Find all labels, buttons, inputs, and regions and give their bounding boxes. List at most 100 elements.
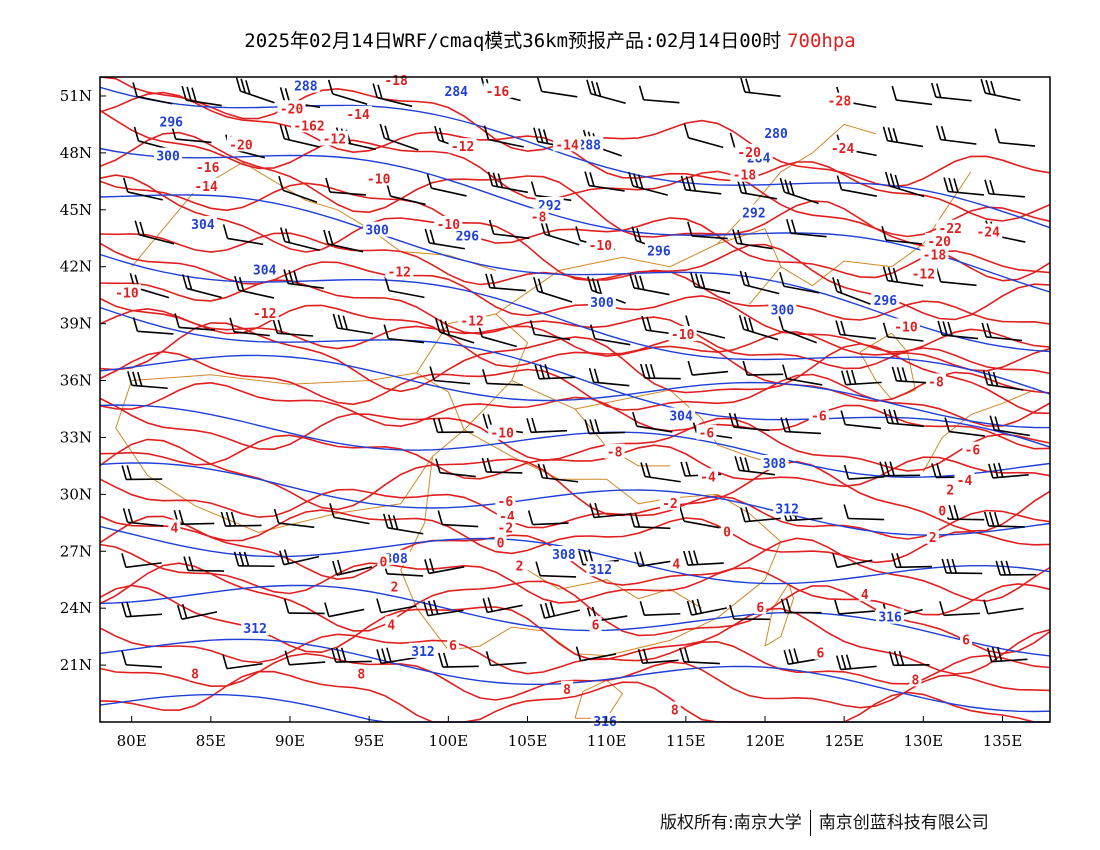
wind-barb bbox=[786, 218, 827, 238]
geopotential-line bbox=[99, 462, 1051, 536]
x-tick-label: 120E bbox=[745, 732, 785, 750]
wind-barb bbox=[534, 364, 576, 380]
geopotential-label: 312 bbox=[589, 563, 612, 578]
geopotential-label: 312 bbox=[411, 645, 434, 660]
temperature-label: -10 bbox=[490, 427, 514, 442]
wind-barb bbox=[639, 363, 681, 380]
wind-barb bbox=[283, 598, 325, 615]
wind-barb bbox=[330, 647, 372, 663]
wind-barb bbox=[488, 219, 530, 240]
wind-barb bbox=[981, 322, 1023, 342]
geopotential-label: 284 bbox=[445, 85, 469, 100]
wind-barb bbox=[121, 650, 163, 668]
wind-barb bbox=[584, 419, 626, 435]
wind-barb bbox=[586, 79, 626, 105]
y-tick-label: 21N bbox=[60, 656, 92, 674]
temperature-label: -6 bbox=[965, 444, 981, 459]
temperature-label: -12 bbox=[253, 307, 276, 322]
temperature-label: 6 bbox=[449, 639, 457, 654]
wind-barb bbox=[588, 367, 630, 387]
copyright-right: 南京创蓝科技有限公司 bbox=[818, 813, 989, 833]
x-tick-label: 130E bbox=[904, 732, 944, 750]
x-tick-label: 110E bbox=[587, 732, 627, 750]
isotherm-line bbox=[99, 91, 1051, 222]
wind-barb bbox=[424, 228, 465, 250]
temperature-label: -12 bbox=[451, 140, 474, 155]
temperature-label: 8 bbox=[191, 668, 199, 683]
wind-barb bbox=[183, 556, 225, 572]
temperature-label: -8 bbox=[928, 375, 944, 390]
isotherm-line bbox=[99, 627, 1051, 685]
wind-barb bbox=[332, 559, 373, 576]
copyright-footer: 版权所有:南京大学 南京创蓝科技有限公司 bbox=[660, 808, 989, 836]
border-line bbox=[194, 161, 496, 271]
temperature-label: 8 bbox=[563, 683, 571, 698]
wind-barb bbox=[742, 360, 784, 376]
temperature-label: -6 bbox=[498, 495, 514, 510]
wind-barb bbox=[332, 313, 374, 335]
y-tick-label: 39N bbox=[60, 315, 92, 333]
wind-barb bbox=[982, 370, 1024, 391]
chart-title: 2025年02月14日WRF/cmaq模式36km预报产品:02月14日00时 7… bbox=[0, 26, 1100, 53]
wind-barb bbox=[526, 417, 568, 434]
temperature-label: -14 bbox=[555, 138, 579, 153]
temperature-label: -2 bbox=[498, 522, 514, 537]
wind-barb bbox=[729, 604, 770, 621]
geopotential-label: 308 bbox=[384, 552, 408, 567]
wind-barb bbox=[687, 360, 729, 376]
wind-barb bbox=[983, 599, 1024, 615]
isotherm-line bbox=[99, 670, 1050, 723]
x-tick-label: 80E bbox=[117, 732, 147, 750]
wind-barb bbox=[884, 171, 925, 198]
geopotential-label: 280 bbox=[764, 127, 788, 142]
wind-barb bbox=[482, 369, 523, 386]
border-line bbox=[764, 582, 795, 647]
temperature-label: -162 bbox=[293, 119, 324, 134]
wind-barb bbox=[937, 320, 979, 340]
y-tick-label: 51N bbox=[60, 87, 92, 105]
wind-barb bbox=[437, 510, 479, 528]
y-tick-label: 36N bbox=[60, 372, 92, 390]
temperature-label: -10 bbox=[894, 320, 918, 335]
wind-barb bbox=[134, 220, 175, 245]
temperature-label: -20 bbox=[280, 102, 304, 117]
wind-barb bbox=[994, 128, 1036, 147]
isotherm-line bbox=[99, 232, 1051, 325]
wind-barb bbox=[132, 82, 173, 105]
wind-barb bbox=[984, 179, 1025, 198]
temperature-label: 8 bbox=[357, 668, 365, 683]
temperature-label: 6 bbox=[817, 647, 825, 662]
y-tick-label: 42N bbox=[60, 258, 92, 276]
wind-barb bbox=[437, 652, 479, 668]
wind-barb bbox=[284, 650, 326, 666]
wind-barb bbox=[233, 551, 275, 568]
wind-barb bbox=[779, 177, 819, 205]
temperature-label: -8 bbox=[531, 210, 547, 225]
wind-barb bbox=[780, 598, 822, 614]
x-tick-label: 125E bbox=[824, 732, 864, 750]
wind-barb bbox=[279, 549, 320, 566]
wind-barb bbox=[989, 415, 1030, 437]
geopotential-label: 300 bbox=[771, 303, 795, 318]
wind-barb bbox=[782, 364, 823, 386]
geopotential-label: 300 bbox=[156, 150, 180, 165]
wind-barb bbox=[881, 225, 922, 245]
geopotential-line bbox=[99, 638, 1051, 713]
temperature-label: 4 bbox=[861, 588, 869, 603]
temperature-label: 0 bbox=[380, 556, 388, 571]
wind-barb bbox=[435, 458, 476, 478]
border-line bbox=[495, 228, 782, 315]
wind-barb bbox=[779, 272, 820, 294]
wind-barb bbox=[843, 504, 885, 521]
wind-barb bbox=[986, 646, 1028, 663]
geopotential-label: 296 bbox=[456, 229, 480, 244]
wind-barb bbox=[283, 269, 324, 289]
wind-barb bbox=[536, 77, 578, 98]
wind-barb bbox=[931, 82, 972, 102]
isotherm-line bbox=[99, 279, 1051, 375]
wind-barb bbox=[234, 275, 275, 299]
temperature-label: 2 bbox=[391, 580, 399, 595]
temperature-label: -10 bbox=[589, 239, 613, 254]
wind-barb bbox=[273, 508, 315, 529]
